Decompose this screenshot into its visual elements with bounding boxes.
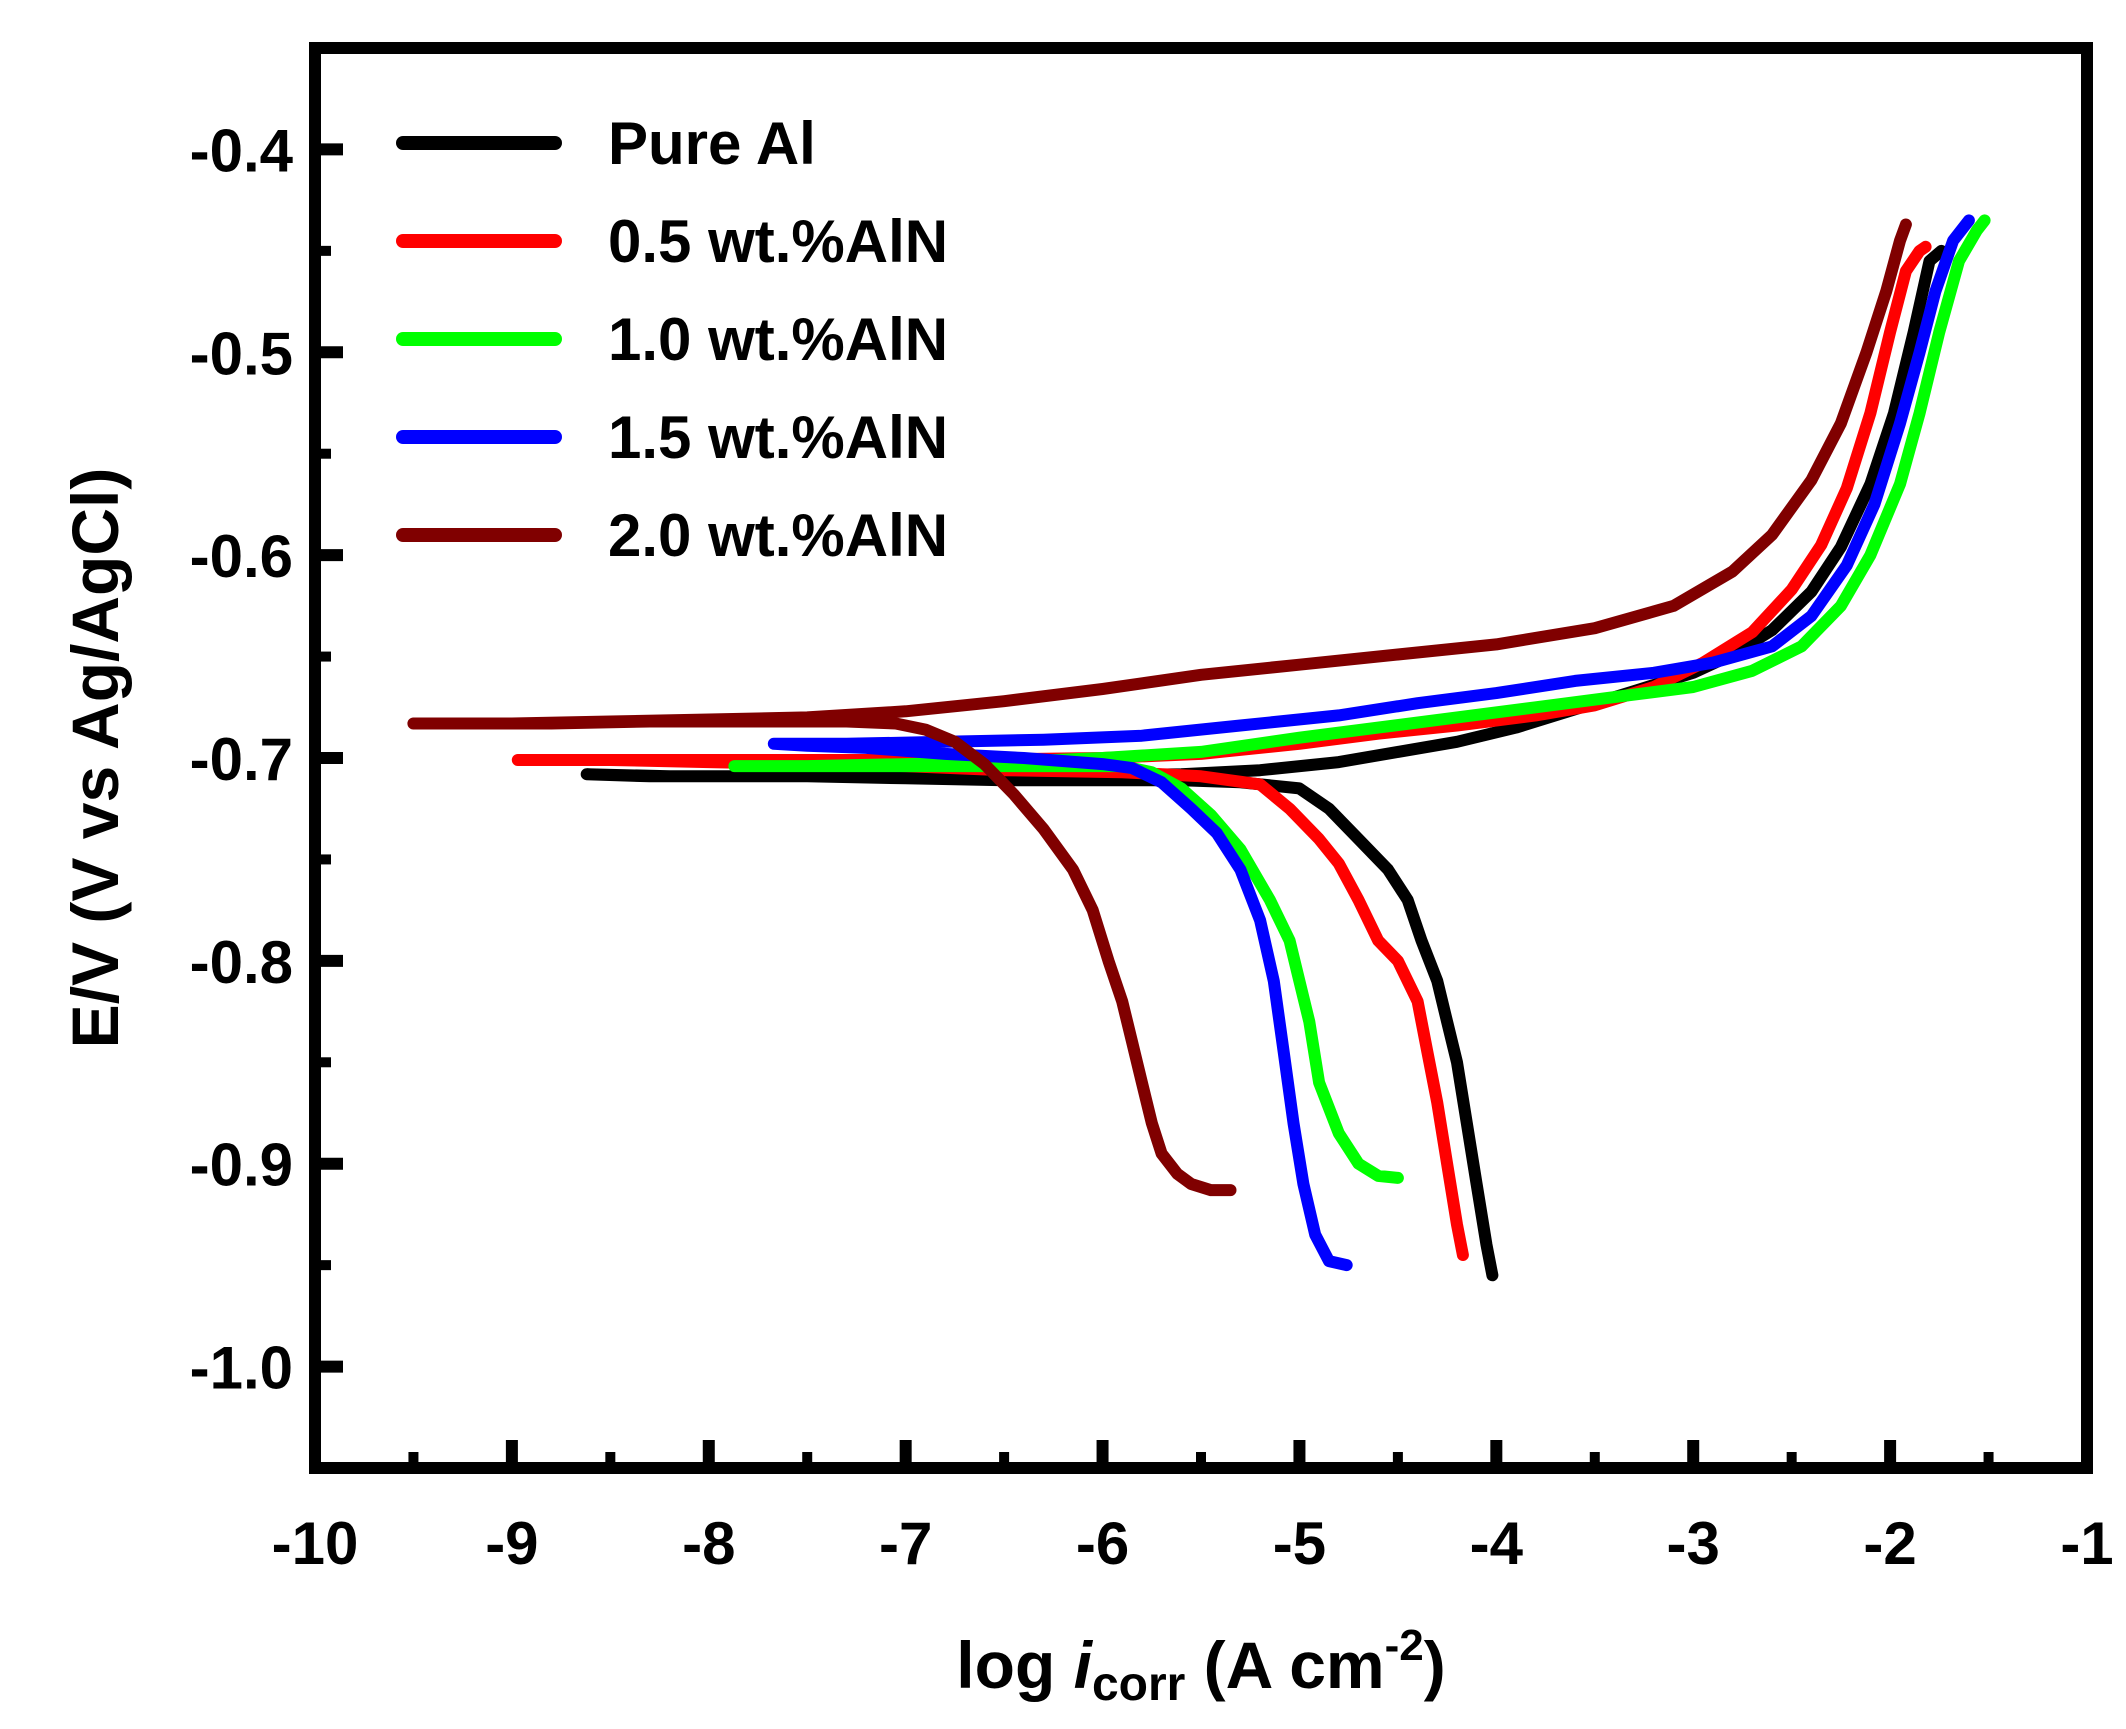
series-line-4 [767, 214, 1975, 1272]
x-axis-title: log icorr (A cm-2) [956, 1621, 1445, 1711]
y-tick-label: -0.4 [190, 117, 294, 184]
x-tick-label: -4 [1470, 1510, 1524, 1577]
x-tick-label: -8 [682, 1510, 735, 1577]
legend-label: 1.5 wt.%AlN [608, 404, 948, 471]
legend-label: 1.0 wt.%AlN [608, 306, 948, 373]
series-line-2 [511, 240, 1932, 1261]
y-tick-label: -0.8 [190, 929, 293, 996]
x-tick-label: -7 [879, 1510, 932, 1577]
x-tick-label: -6 [1076, 1510, 1129, 1577]
legend-label: 0.5 wt.%AlN [608, 208, 948, 275]
y-tick-label: -0.9 [190, 1132, 293, 1199]
x-tick-label: -2 [1863, 1510, 1916, 1577]
x-tick-label: -1 [2060, 1510, 2113, 1577]
legend: Pure Al 0.5 wt.%AlN 1.0 wt.%AlN 1.5 wt.%AlN… [396, 110, 948, 569]
y-tick-label: -0.7 [190, 726, 293, 793]
series-line-1 [580, 244, 1948, 1282]
y-tick-label: -0.5 [190, 320, 293, 387]
y-axis-title: E/V (V vs Ag/AgCl) [58, 468, 132, 1049]
y-tick-label: -0.6 [190, 523, 293, 590]
series-line-5 [407, 218, 1912, 1197]
series-layer [407, 214, 1991, 1282]
legend-label: 2.0 wt.%AlN [608, 502, 948, 569]
x-tick-label: -5 [1273, 1510, 1326, 1577]
series-line-3 [728, 214, 1991, 1184]
legend-label: Pure Al [608, 110, 816, 177]
x-tick-label: -10 [272, 1510, 359, 1577]
axis-ticks: -10 -9 -8 -7 -6 -5 -4 -3 -2 -1 -0.4 -0.5 -0.6 -0.7 -0.… [190, 43, 2114, 1577]
x-tick-label: -3 [1667, 1510, 1720, 1577]
x-tick-label: -9 [485, 1510, 538, 1577]
y-tick-label: -1.0 [190, 1335, 293, 1402]
